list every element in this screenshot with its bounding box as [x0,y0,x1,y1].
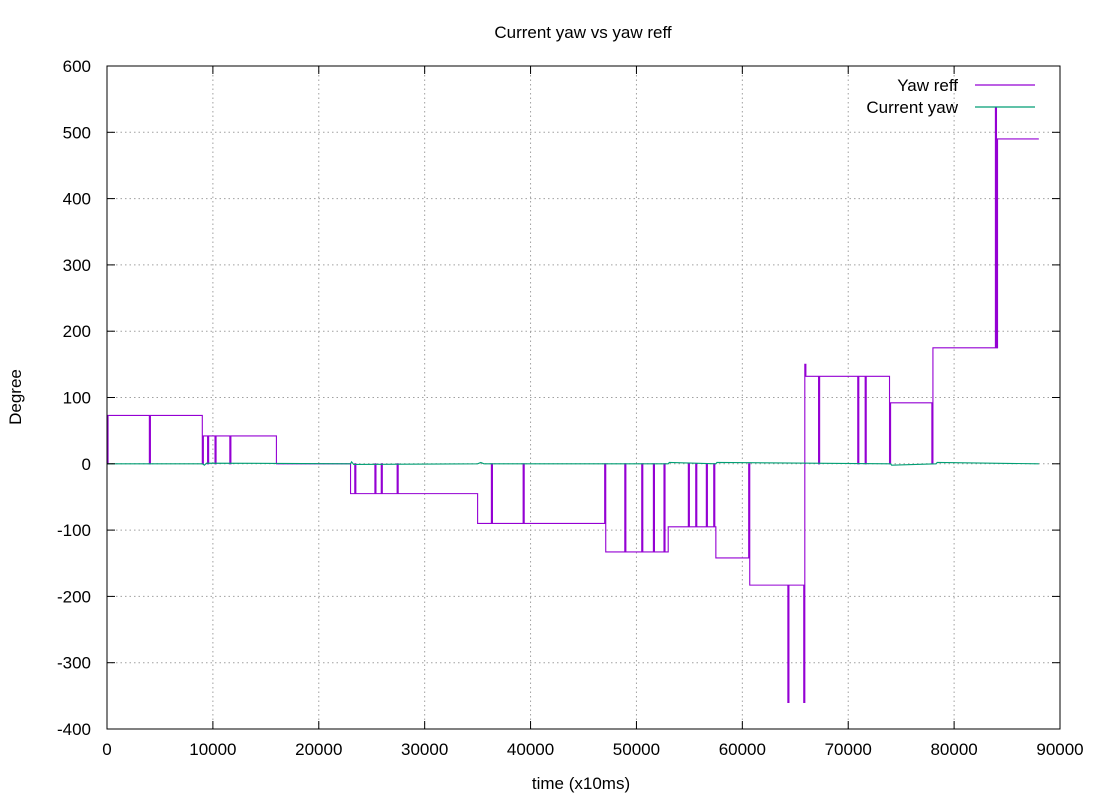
series-line-yaw-reff [107,106,1039,704]
x-tick-label: 70000 [825,740,872,759]
x-tick-label: 10000 [189,740,236,759]
x-axis-label: time (x10ms) [532,774,630,793]
y-tick-label: 0 [82,455,91,474]
plot-area [107,106,1039,704]
x-tick-label: 40000 [507,740,554,759]
legend: Yaw reff Current yaw [866,76,1035,117]
y-tick-label: 300 [63,256,91,275]
grid [107,66,1060,729]
legend-label: Yaw reff [897,76,958,95]
x-tick-label: 90000 [1036,740,1083,759]
x-tick-label: 60000 [719,740,766,759]
y-tick-label: -100 [57,521,91,540]
y-tick-label: 600 [63,57,91,76]
series-line-current-yaw [107,460,1039,466]
y-tick-label: 200 [63,322,91,341]
x-tick-label: 50000 [613,740,660,759]
x-tick-label: 20000 [295,740,342,759]
y-tick-label: -200 [57,587,91,606]
y-tick-label: 400 [63,190,91,209]
y-tick-label: 500 [63,123,91,142]
x-tick-label: 30000 [401,740,448,759]
legend-label: Current yaw [866,98,958,117]
x-tick-label: 80000 [930,740,977,759]
axis-ticks: 0 10000 20000 30000 40000 50000 60000 70000 8000… [57,57,1084,759]
y-tick-label: -400 [57,720,91,739]
chart-title: Current yaw vs yaw reff [494,23,672,42]
y-axis-label: Degree [6,369,25,425]
y-tick-label: -300 [57,654,91,673]
x-tick-label: 0 [102,740,111,759]
y-tick-label: 100 [63,389,91,408]
